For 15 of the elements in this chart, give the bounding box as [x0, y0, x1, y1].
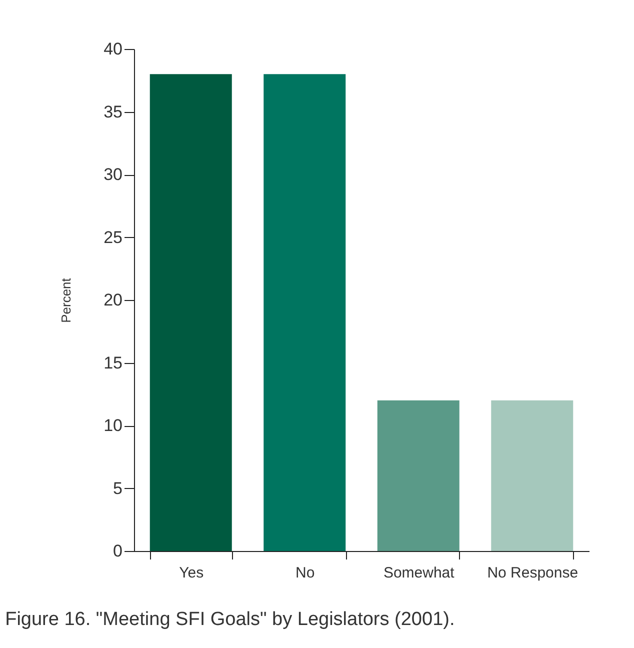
y-axis-title: Percent — [58, 278, 74, 323]
caption: Figure 16. "Meeting SFI Goals" by Legislators (2001). — [5, 609, 455, 630]
y-tick-label: 10 — [104, 416, 122, 435]
y-tick-label: 30 — [104, 165, 122, 184]
x-tick-label: Yes — [179, 564, 204, 582]
y-tick-label: 25 — [104, 228, 122, 247]
x-tick-label: No Response — [487, 564, 578, 582]
x-tick-label: No — [296, 564, 315, 582]
y-tick-label: 40 — [104, 40, 122, 58]
y-tick-label: 35 — [104, 102, 122, 122]
y-tick-label: 15 — [104, 353, 122, 372]
y-tick-label: 5 — [113, 478, 122, 498]
x-tick-label: Somewhat — [383, 564, 456, 582]
y-tick-label: 20 — [104, 290, 122, 310]
y-tick-label: 0 — [113, 542, 122, 560]
